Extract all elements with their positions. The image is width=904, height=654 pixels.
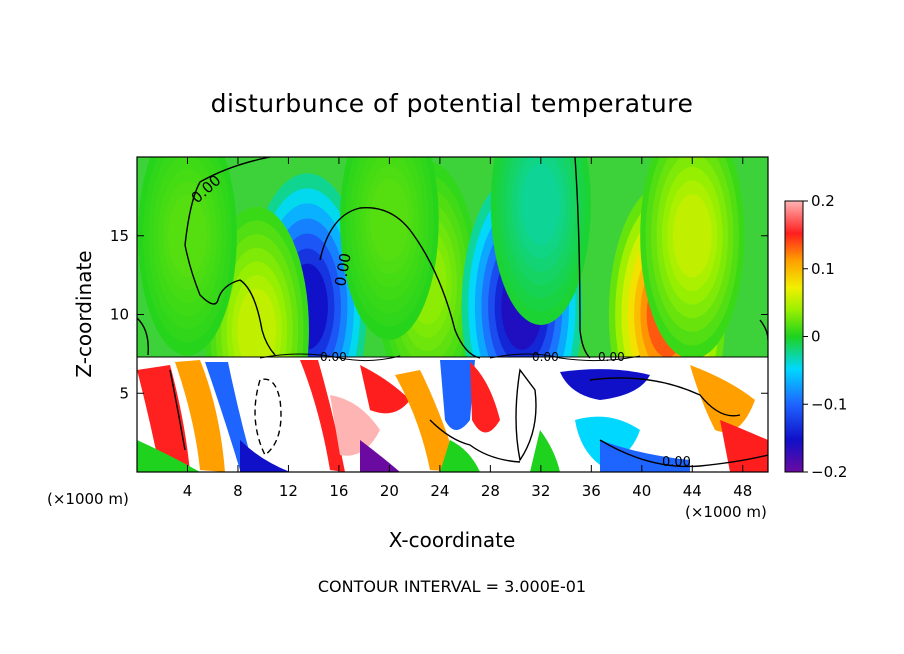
colorbar-scale (784, 200, 804, 473)
heatmap-feature (340, 157, 439, 340)
colorbar-tick-label: 0.2 (811, 192, 835, 210)
x-tick-label: 16 (329, 482, 348, 500)
x-tick-label: 24 (430, 482, 449, 500)
chart-title: disturbunce of potential temperature (211, 89, 694, 118)
contour-lines (137, 157, 768, 468)
contour-label: 0.00 (598, 350, 625, 364)
x-unit-label-right: (×1000 m) (685, 503, 767, 521)
heatmap-feature (138, 157, 237, 356)
contour-label: 0.00 (320, 350, 347, 364)
colorbar-tick-label: −0.1 (811, 395, 847, 413)
heatmap-level (672, 194, 712, 278)
colorbar-ticks: 0.2 0.1 0 −0.1 −0.2 (803, 192, 847, 481)
lower-layer-patches (137, 357, 768, 472)
heatmap-feature (490, 157, 591, 325)
x-tick-label: 32 (531, 482, 550, 500)
colorbar-tick-label: 0 (811, 328, 821, 346)
x-tick-label: 44 (683, 482, 702, 500)
y-tick-label: 5 (119, 384, 129, 402)
colorbar: 0.2 0.1 0 −0.1 −0.2 (784, 192, 847, 481)
contour-label: 0.00 (331, 252, 355, 288)
y-axis: 5 10 15 (110, 227, 768, 402)
x-tick-label: 12 (279, 482, 298, 500)
x-tick-label: 8 (233, 482, 243, 500)
contour-label: 0.00 (532, 350, 559, 364)
y-tick-label: 10 (110, 306, 129, 324)
x-tick-label: 20 (380, 482, 399, 500)
plot-area (137, 157, 768, 472)
colorbar-tick-label: −0.2 (811, 463, 847, 481)
x-tick-label: 28 (481, 482, 500, 500)
colorbar-tick-label: 0.1 (811, 260, 835, 278)
x-unit-label-left: (×1000 m) (47, 490, 129, 508)
y-tick-label: 15 (110, 227, 129, 245)
contour-label: 0.00 (662, 455, 691, 470)
x-tick-label: 36 (582, 482, 601, 500)
heatmap-level (370, 178, 409, 262)
x-tick-label: 48 (733, 482, 752, 500)
x-axis: 4 8 12 16 20 24 28 32 36 40 44 48 (183, 157, 752, 500)
y-axis-title: Z-coordinate (72, 250, 96, 377)
contour-interval-note: CONTOUR INTERVAL = 3.000E-01 (318, 577, 586, 596)
x-axis-title: X-coordinate (389, 528, 516, 552)
x-tick-label: 4 (183, 482, 193, 500)
x-tick-label: 40 (632, 482, 651, 500)
heatmap-feature (640, 157, 745, 360)
heatmap-level (237, 288, 277, 372)
heatmap-level (521, 163, 560, 246)
heatmap-level (168, 194, 207, 277)
